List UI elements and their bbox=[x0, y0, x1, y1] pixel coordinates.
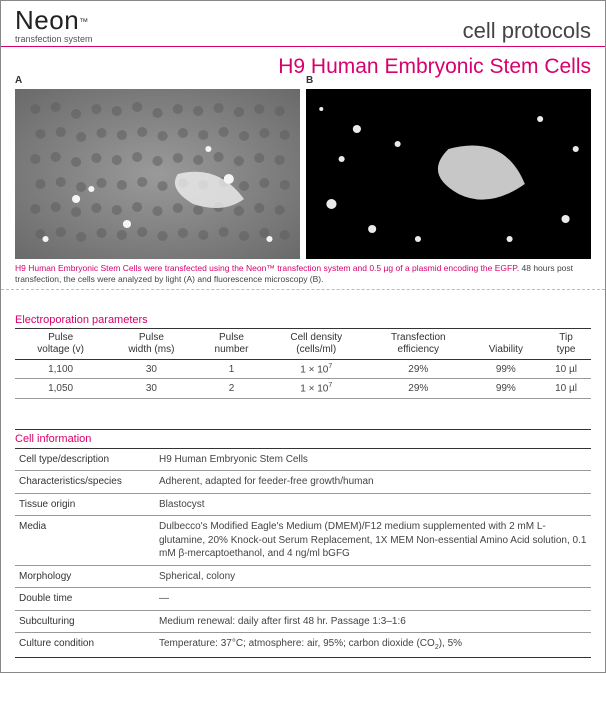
info-value: Blastocyst bbox=[155, 493, 591, 516]
figure-a-label: A bbox=[15, 75, 22, 86]
microscopy-light-image bbox=[15, 89, 300, 259]
table-row: 1,100 30 1 1 × 107 29% 99% 10 µl bbox=[15, 360, 591, 379]
info-value: Dulbecco's Modified Eagle's Medium (DMEM… bbox=[155, 516, 591, 566]
microscopy-fluorescence-image bbox=[306, 89, 591, 259]
table-row: Characteristics/speciesAdherent, adapted… bbox=[15, 471, 591, 494]
cell: 1 × 107 bbox=[266, 379, 366, 398]
params-section: Electroporation parameters Pulsevoltage … bbox=[1, 314, 605, 429]
page-title: H9 Human Embryonic Stem Cells bbox=[278, 55, 591, 78]
brand-name: Neon bbox=[15, 5, 79, 35]
info-value: H9 Human Embryonic Stem Cells bbox=[155, 449, 591, 471]
cell: 29% bbox=[366, 360, 471, 379]
info-label: Media bbox=[15, 516, 155, 566]
cell: 99% bbox=[471, 379, 542, 398]
col-number: Pulsenumber bbox=[197, 329, 267, 360]
info-label: Characteristics/species bbox=[15, 471, 155, 494]
table-row: Tissue originBlastocyst bbox=[15, 493, 591, 516]
info-section: Cell information Cell type/descriptionH9… bbox=[1, 429, 605, 672]
info-label: Cell type/description bbox=[15, 449, 155, 471]
info-label: Tissue origin bbox=[15, 493, 155, 516]
params-title: Electroporation parameters bbox=[15, 314, 591, 329]
table-header-row: Pulsevoltage (v) Pulsewidth (ms) Pulsenu… bbox=[15, 329, 591, 360]
figure-caption: H9 Human Embryonic Stem Cells were trans… bbox=[1, 259, 605, 290]
trademark: ™ bbox=[79, 16, 88, 26]
header-bar: Neon™ transfection system cell protocols bbox=[1, 1, 605, 47]
table-row: SubculturingMedium renewal: daily after … bbox=[15, 610, 591, 633]
info-label: Culture condition bbox=[15, 633, 155, 657]
info-value: Medium renewal: daily after first 48 hr.… bbox=[155, 610, 591, 633]
cell: 1,100 bbox=[15, 360, 106, 379]
header-right: cell protocols bbox=[463, 18, 591, 44]
cell: 99% bbox=[471, 360, 542, 379]
cell: 10 µl bbox=[541, 360, 591, 379]
col-tip: Tiptype bbox=[541, 329, 591, 360]
cell: 29% bbox=[366, 379, 471, 398]
info-value: Temperature: 37°C; atmosphere: air, 95%;… bbox=[155, 633, 591, 657]
caption-highlight: H9 Human Embryonic Stem Cells were trans… bbox=[15, 263, 519, 273]
cell: 30 bbox=[106, 360, 196, 379]
figure-b-label: B bbox=[306, 75, 313, 86]
col-density: Cell density(cells/ml) bbox=[266, 329, 366, 360]
info-value: Spherical, colony bbox=[155, 565, 591, 588]
brand-subtitle: transfection system bbox=[15, 34, 93, 44]
cell: 1,050 bbox=[15, 379, 106, 398]
table-row: 1,050 30 2 1 × 107 29% 99% 10 µl bbox=[15, 379, 591, 398]
table-row: Cell type/descriptionH9 Human Embryonic … bbox=[15, 449, 591, 471]
table-row: MediaDulbecco's Modified Eagle's Medium … bbox=[15, 516, 591, 566]
cell: 1 × 107 bbox=[266, 360, 366, 379]
params-table: Pulsevoltage (v) Pulsewidth (ms) Pulsenu… bbox=[15, 329, 591, 399]
info-value: Adherent, adapted for feeder-free growth… bbox=[155, 471, 591, 494]
info-title: Cell information bbox=[15, 429, 591, 449]
col-efficiency: Transfectionefficiency bbox=[366, 329, 471, 360]
table-row: Double time— bbox=[15, 588, 591, 611]
cell: 30 bbox=[106, 379, 196, 398]
table-row: Culture conditionTemperature: 37°C; atmo… bbox=[15, 633, 591, 657]
page: Neon™ transfection system cell protocols… bbox=[0, 0, 606, 673]
col-viability: Viability bbox=[471, 329, 542, 360]
figure-row: A bbox=[1, 89, 605, 259]
col-width: Pulsewidth (ms) bbox=[106, 329, 196, 360]
cell: 10 µl bbox=[541, 379, 591, 398]
cell: 1 bbox=[197, 360, 267, 379]
table-row: MorphologySpherical, colony bbox=[15, 565, 591, 588]
brand-block: Neon™ transfection system bbox=[15, 7, 93, 44]
cell: 2 bbox=[197, 379, 267, 398]
info-label: Double time bbox=[15, 588, 155, 611]
figure-b: B bbox=[306, 89, 591, 259]
title-row: H9 Human Embryonic Stem Cells bbox=[1, 47, 605, 89]
info-label: Subculturing bbox=[15, 610, 155, 633]
info-value: — bbox=[155, 588, 591, 611]
col-voltage: Pulsevoltage (v) bbox=[15, 329, 106, 360]
figure-a: A bbox=[15, 89, 300, 259]
brand-line: Neon™ bbox=[15, 7, 88, 33]
info-table: Cell type/descriptionH9 Human Embryonic … bbox=[15, 449, 591, 658]
info-label: Morphology bbox=[15, 565, 155, 588]
